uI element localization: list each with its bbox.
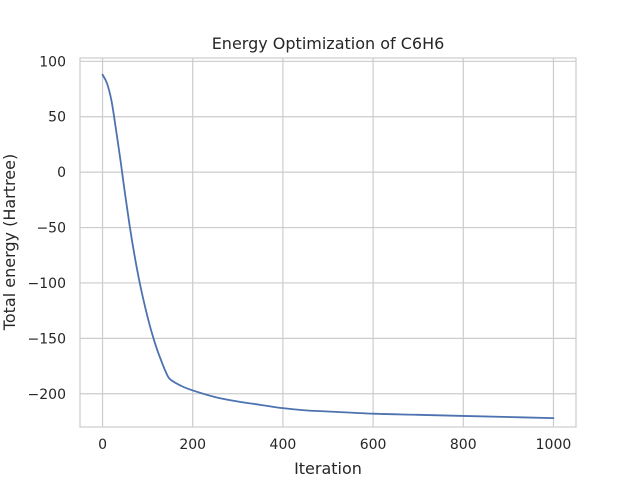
x-tick-label: 0 (98, 437, 107, 453)
y-tick-label: 50 (48, 110, 66, 126)
chart-title: Energy Optimization of C6H6 (212, 34, 445, 53)
series-line-0 (101, 73, 555, 420)
axes-frame (79, 57, 577, 428)
series-layer (101, 73, 555, 420)
x-tick-layer: 0 200 400 600 800 1000 (98, 437, 571, 453)
y-tick-label: −50 (36, 221, 66, 237)
y-tick-label: −150 (28, 331, 66, 347)
y-tick-label: −200 (28, 387, 66, 403)
plot-area (79, 57, 577, 428)
y-tick-label: 0 (57, 165, 66, 181)
x-axis-label: Iteration (294, 459, 362, 478)
x-tick-label: 200 (179, 437, 206, 453)
y-tick-layer: 100 50 0 −50 −100 −150 −200 (28, 54, 66, 402)
y-axis-label: Total energy (Hartree) (0, 154, 19, 331)
x-tick-label: 400 (270, 437, 297, 453)
y-tick-label: −100 (28, 276, 66, 292)
x-tick-label: 800 (450, 437, 477, 453)
y-tick-label: 100 (39, 54, 66, 70)
x-tick-label: 600 (360, 437, 387, 453)
grid-layer (80, 58, 576, 427)
x-tick-label: 1000 (536, 437, 572, 453)
